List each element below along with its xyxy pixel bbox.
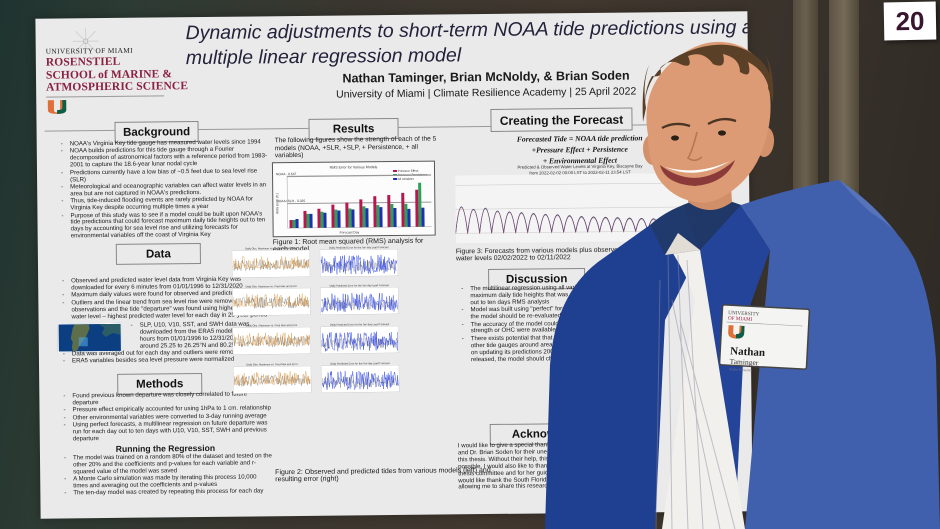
svg-text:Taminger: Taminger bbox=[729, 357, 759, 368]
